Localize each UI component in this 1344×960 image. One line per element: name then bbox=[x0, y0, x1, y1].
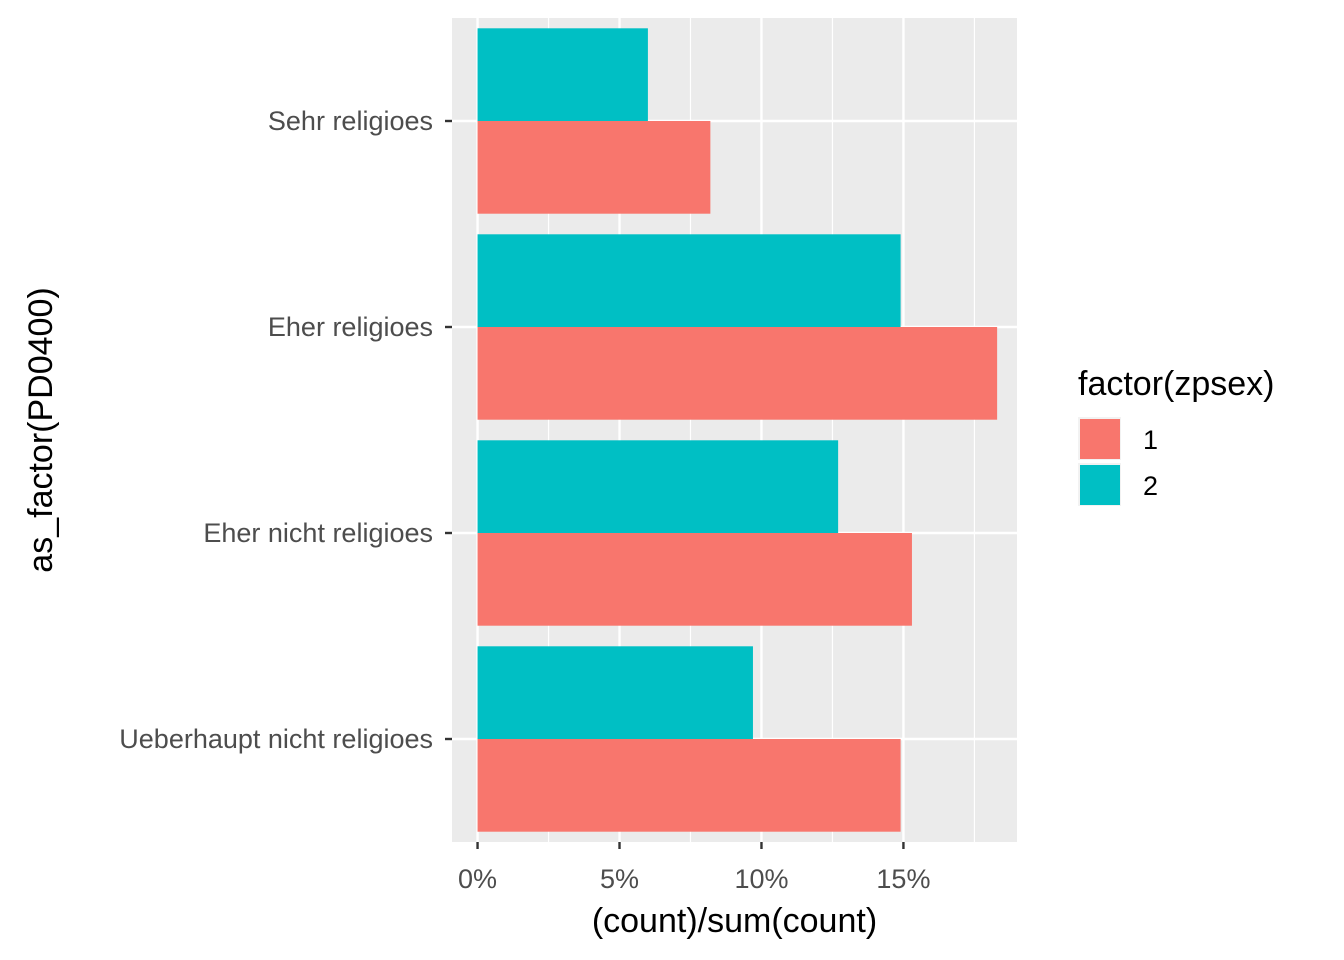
legend-label-2: 2 bbox=[1143, 471, 1158, 501]
y-axis: Sehr religioes Eher religioes Eher nicht r… bbox=[119, 106, 452, 754]
bar-series-2-1 bbox=[477, 28, 648, 121]
x-tick-label: 5% bbox=[600, 864, 639, 894]
legend-label-1: 1 bbox=[1143, 425, 1158, 455]
x-tick-label: 15% bbox=[876, 864, 930, 894]
x-axis: 0% 5% 10% 15% bbox=[458, 842, 930, 894]
legend-key-2 bbox=[1080, 465, 1120, 505]
y-axis-title: as_factor(PD0400) bbox=[22, 287, 60, 572]
x-tick-label: 10% bbox=[734, 864, 788, 894]
legend: factor(zpsex) 1 2 bbox=[1078, 365, 1275, 506]
bar-series-1-3 bbox=[477, 533, 912, 626]
bar-series-1-2 bbox=[477, 327, 998, 420]
bar-series-1-1 bbox=[477, 121, 711, 214]
bar-series-2-3 bbox=[477, 440, 839, 533]
legend-title: factor(zpsex) bbox=[1078, 365, 1275, 403]
y-tick-label: Sehr religioes bbox=[268, 106, 433, 136]
y-tick-label: Ueberhaupt nicht religioes bbox=[119, 724, 433, 754]
bars bbox=[477, 28, 998, 832]
legend-key-1 bbox=[1080, 419, 1120, 459]
x-axis-title: (count)/sum(count) bbox=[592, 902, 877, 940]
y-tick-label: Eher religioes bbox=[268, 312, 433, 342]
bar-series-1-4 bbox=[477, 739, 901, 832]
x-tick-label: 0% bbox=[458, 864, 497, 894]
bar-series-2-4 bbox=[477, 646, 753, 739]
bar-series-2-2 bbox=[477, 234, 901, 327]
y-tick-label: Eher nicht religioes bbox=[203, 518, 433, 548]
